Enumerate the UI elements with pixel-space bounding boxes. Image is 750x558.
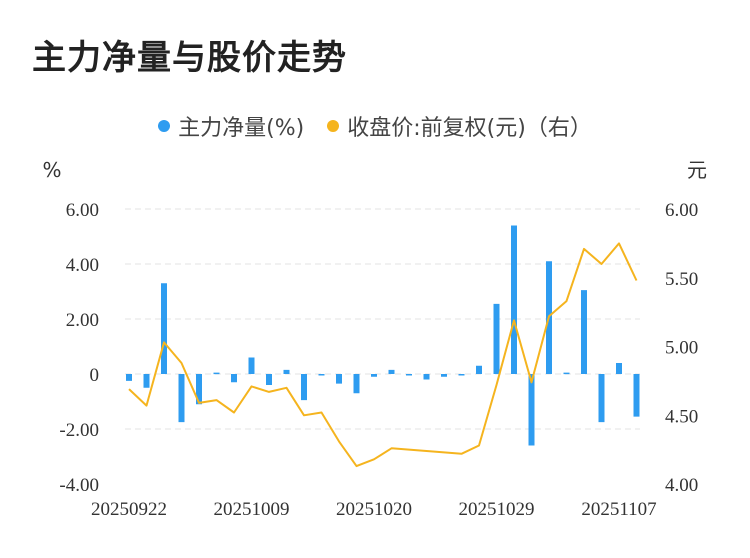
legend-item-line[interactable]: 收盘价:前复权(元)（右） [327,110,592,142]
x-tick-label: 20251107 [581,499,656,520]
bar[interactable] [301,374,307,401]
left-tick-label: -4.00 [59,475,99,496]
bar[interactable] [423,374,430,380]
x-axis-ticks: 20250922 20251009 20251020 20251029 20251107 [91,499,657,520]
bar[interactable] [283,369,290,374]
right-axis-unit: 元 [687,158,707,182]
line-series [128,242,638,468]
left-tick-label: 0 [90,365,100,386]
chart-title: 主力净量与股价走势 [32,38,347,78]
bar[interactable] [196,374,202,405]
bar[interactable] [178,374,185,423]
x-tick-label: 20251009 [214,499,290,520]
bar[interactable] [581,290,587,374]
x-tick-label: 20251029 [459,499,535,520]
right-axis-ticks: 6.00 5.50 5.00 4.50 4.00 [665,200,698,496]
right-tick-label: 4.50 [665,406,698,427]
bar[interactable] [126,374,132,381]
right-tick-label: 5.00 [665,338,698,359]
bar[interactable] [336,374,342,384]
bar[interactable] [458,374,465,376]
left-axis-ticks: 6.00 4.00 2.00 0 -2.00 -4.00 [59,200,99,496]
bar[interactable] [213,372,220,375]
legend-line-label: 收盘价:前复权(元)（右） [347,116,592,141]
bar[interactable] [161,283,167,374]
bar[interactable] [528,374,535,446]
bar[interactable] [598,374,605,423]
bar[interactable] [633,374,640,417]
left-tick-label: 4.00 [66,255,99,276]
price-line[interactable] [128,242,638,468]
bar[interactable] [318,374,325,376]
bar[interactable] [388,369,395,374]
left-axis-unit: % [42,158,61,182]
legend-bar-dot-icon [158,120,171,132]
gridlines [125,208,640,430]
legend-item-bar[interactable]: 主力净量(%) [158,110,304,142]
left-tick-label: -2.00 [59,420,99,441]
bar[interactable] [371,374,377,377]
x-tick-label: 20250922 [91,499,167,520]
bar[interactable] [511,225,517,375]
left-tick-label: 2.00 [66,310,99,331]
bar[interactable] [616,363,622,374]
bar-series [126,225,640,446]
left-tick-label: 6.00 [66,200,99,221]
bar[interactable] [353,374,360,394]
bar[interactable] [266,374,272,385]
bar[interactable] [441,374,447,377]
bar[interactable] [406,374,412,376]
right-tick-label: 4.00 [665,475,698,496]
bar[interactable] [476,365,482,374]
bar[interactable] [143,374,150,388]
bar[interactable] [493,303,500,374]
legend: 主力净量(%) 收盘价:前复权(元)（右） [0,110,750,142]
legend-bar-label: 主力净量(%) [178,116,305,141]
x-tick-label: 20251020 [336,499,412,520]
bar[interactable] [563,372,570,375]
right-tick-label: 5.50 [665,269,698,290]
right-tick-label: 6.00 [665,200,698,221]
bar[interactable] [248,357,255,375]
bar[interactable] [231,374,237,383]
legend-line-dot-icon [327,120,340,132]
